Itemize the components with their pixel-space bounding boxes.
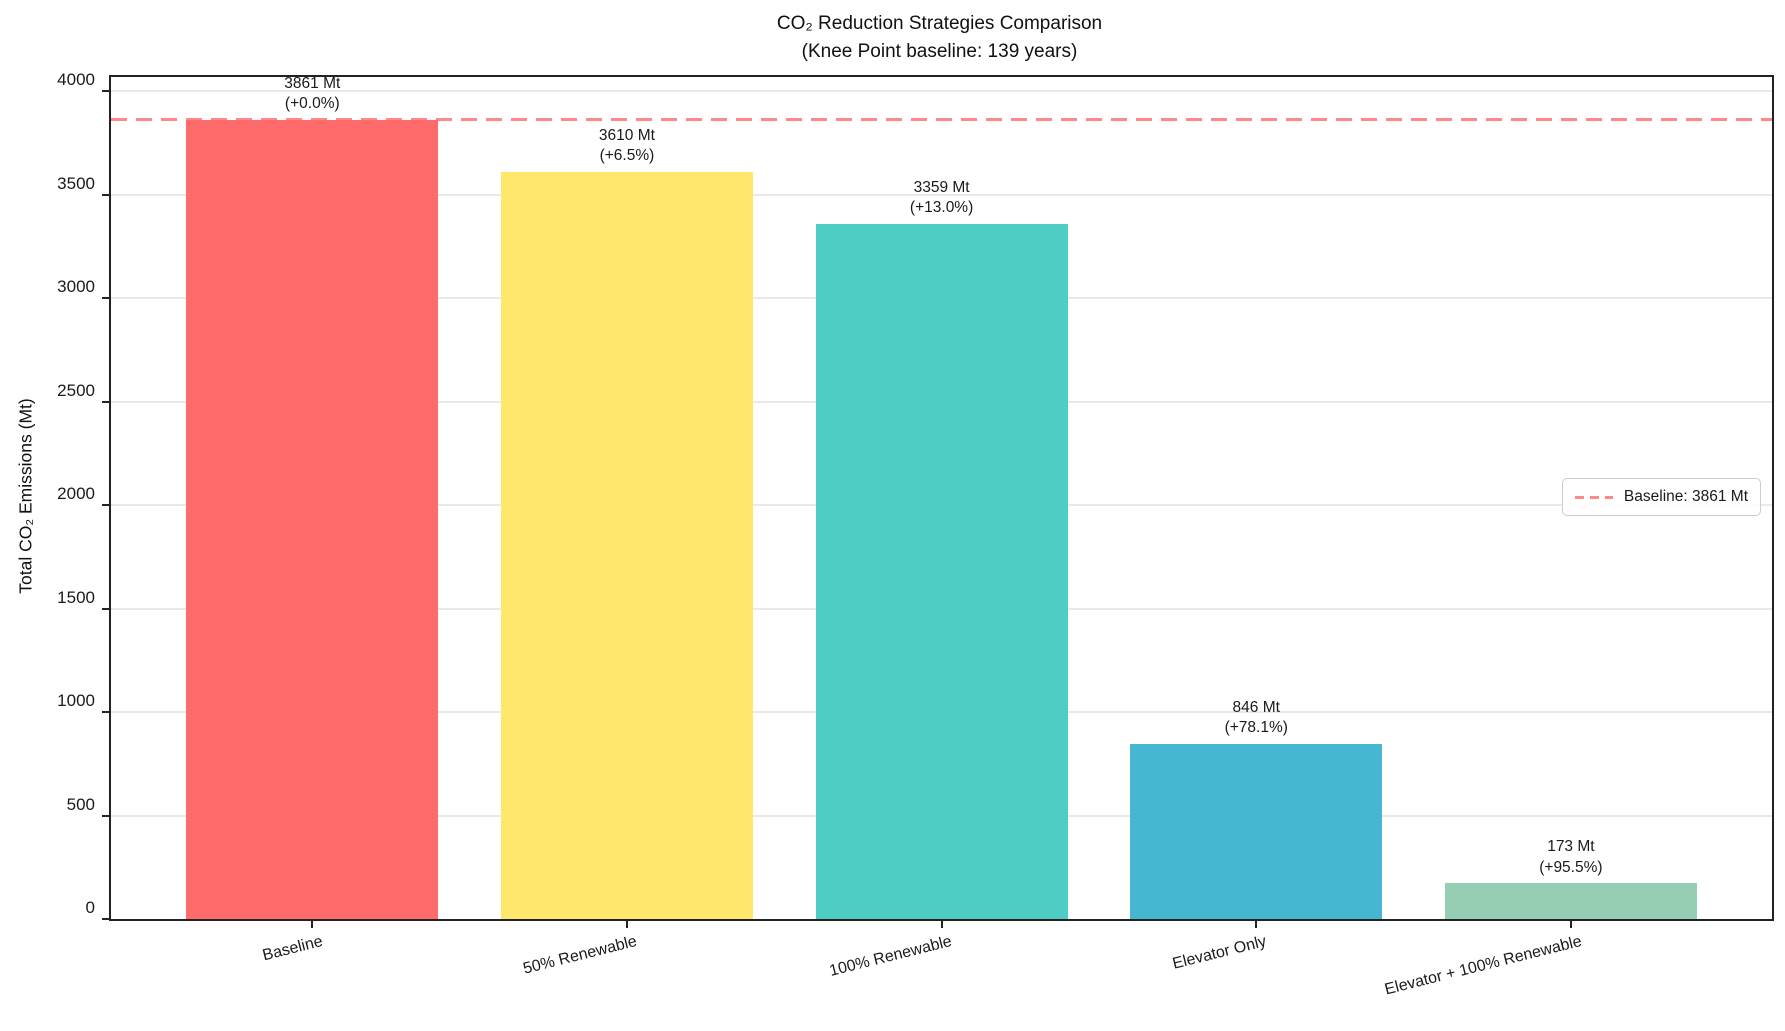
y-tick-mark-500 <box>102 814 111 817</box>
y-tick-label-4000: 4000 <box>57 70 95 90</box>
chart-title: CO₂ Reduction Strategies Comparison (Kne… <box>109 10 1770 65</box>
y-tick-mark-4000 <box>102 90 111 93</box>
gridline-3500 <box>111 193 1772 196</box>
legend-label: Baseline: 3861 Mt <box>1623 488 1748 505</box>
x-tick-mark-5 <box>1569 919 1572 928</box>
legend: Baseline: 3861 Mt <box>1561 478 1761 516</box>
bar-percent-label: (+78.1%) <box>1224 719 1288 737</box>
bar-elevator-100-renewable <box>1444 883 1697 919</box>
y-tick-label-3500: 3500 <box>57 173 95 193</box>
chart-title-line1: CO₂ Reduction Strategies Comparison <box>776 13 1103 34</box>
bar-percent-label: (+6.5%) <box>599 147 655 165</box>
bar-annotation-3: 3359 Mt (+13.0%) <box>910 178 973 219</box>
bar-baseline <box>186 119 439 919</box>
baseline-reference-line <box>111 118 1772 122</box>
x-tick-label-5: Elevator + 100% Renewable <box>1382 933 1584 999</box>
plot-area: 3861 Mt (+0.0%) 3610 Mt (+6.5%) 3359 Mt (+13.… <box>57 70 1774 998</box>
bar-annotation-5: 173 Mt (+95.5%) <box>1539 837 1602 878</box>
y-tick-mark-2500 <box>102 400 111 403</box>
x-tick-label-3: 100% Renewable <box>827 933 954 980</box>
y-tick-mark-2000 <box>102 504 111 507</box>
y-axis-title: Total CO₂ Emissions (Mt) <box>15 398 36 594</box>
bar-value-label: 3610 Mt <box>598 126 655 144</box>
x-tick-mark-1 <box>311 919 314 928</box>
y-tick-mark-1500 <box>102 607 111 610</box>
x-tick-mark-3 <box>940 919 943 928</box>
bar-annotation-4: 846 Mt (+78.1%) <box>1225 698 1288 739</box>
y-tick-label-1000: 1000 <box>57 691 95 711</box>
y-tick-mark-3000 <box>102 297 111 300</box>
y-tick-label-2000: 2000 <box>57 484 95 504</box>
x-tick-mark-2 <box>625 919 628 928</box>
bar-annotation-1: 3861 Mt (+0.0%) <box>284 74 340 115</box>
y-tick-label-3000: 3000 <box>57 277 95 297</box>
bar-100-renewable <box>815 223 1068 919</box>
bar-value-label: 173 Mt <box>1547 838 1595 856</box>
x-tick-label-1: Baseline <box>260 933 325 965</box>
x-tick-label-2: 50% Renewable <box>521 933 640 978</box>
y-tick-label-2500: 2500 <box>57 380 95 400</box>
bar-value-label: 846 Mt <box>1232 699 1280 716</box>
bar-50-renewable <box>500 171 753 919</box>
y-tick-mark-0 <box>102 918 111 920</box>
legend-dashed-line-icon <box>1574 495 1613 499</box>
x-tick-mark-4 <box>1255 919 1258 928</box>
y-tick-label-0: 0 <box>85 898 95 917</box>
bar-percent-label: (+0.0%) <box>284 95 340 113</box>
y-tick-mark-3500 <box>102 193 111 196</box>
bar-value-label: 3359 Mt <box>913 178 970 196</box>
gridline-4000 <box>111 90 1772 93</box>
bar-annotation-2: 3610 Mt (+6.5%) <box>599 126 655 167</box>
bar-percent-label: (+13.0%) <box>909 199 974 217</box>
y-tick-label-500: 500 <box>66 794 95 814</box>
bar-percent-label: (+95.5%) <box>1539 858 1603 876</box>
bar-value-label: 3861 Mt <box>284 74 341 92</box>
y-tick-mark-1000 <box>102 711 111 714</box>
chart-title-line2: (Knee Point baseline: 139 years) <box>801 40 1078 62</box>
y-tick-label-1500: 1500 <box>57 587 95 607</box>
x-tick-label-4: Elevator Only <box>1171 933 1269 973</box>
bar-elevator-only <box>1130 743 1383 919</box>
